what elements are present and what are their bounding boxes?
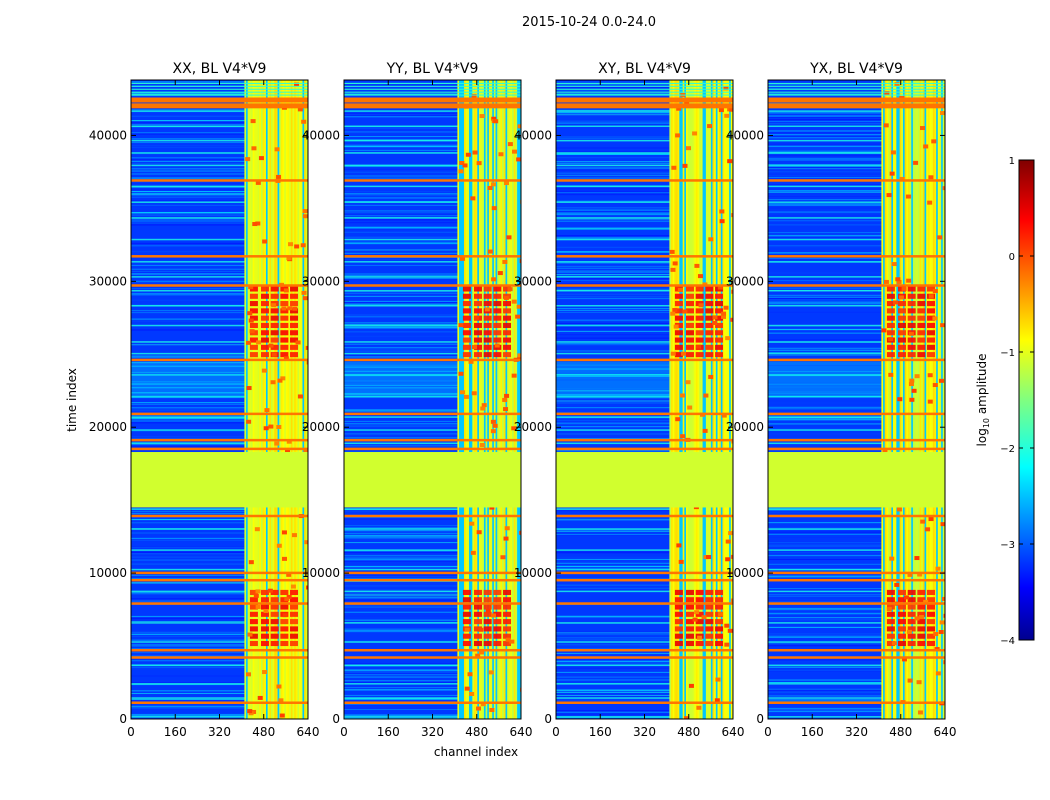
x-tick-label: 0 (764, 725, 772, 739)
y-tick-label: 20000 (726, 420, 764, 434)
heatmap-image (768, 80, 945, 719)
y-tick-label: 10000 (514, 566, 552, 580)
colorbar-tick-label: 0 (1009, 252, 1015, 263)
x-tick-label: 640 (297, 725, 320, 739)
y-tick-label: 20000 (514, 420, 552, 434)
y-tick-label: 40000 (89, 128, 127, 142)
y-tick-label: 30000 (89, 274, 127, 288)
panel-xx: XX, BL V4*V9 0 160 320 480 640 0 10000 20000 3000… (89, 61, 320, 739)
x-tick-label: 640 (722, 725, 745, 739)
x-tick-label: 320 (421, 725, 444, 739)
y-tick-label: 40000 (514, 128, 552, 142)
x-tick-label: 480 (677, 725, 700, 739)
x-tick-label: 320 (208, 725, 231, 739)
colorbar-tick-label: −3 (1000, 540, 1015, 551)
x-tick-label: 0 (340, 725, 348, 739)
y-tick-label: 20000 (302, 420, 340, 434)
y-tick-label: 0 (119, 712, 127, 726)
panel-xy: XY, BL V4*V9 0 160 320 480 640 0 10000 20000 3000… (514, 61, 745, 739)
y-tick-label: 10000 (302, 566, 340, 580)
heatmap-image (131, 80, 308, 719)
y-tick-label: 30000 (514, 274, 552, 288)
x-tick-label: 160 (377, 725, 400, 739)
y-axis-label: time index (65, 368, 79, 432)
panel-title: YY, BL V4*V9 (386, 61, 479, 77)
panel-yy: YY, BL V4*V9 0 160 320 480 640 0 10000 20000 3000… (302, 61, 533, 739)
colorbar-gradient (1018, 159, 1035, 641)
panel-title: XX, BL V4*V9 (173, 61, 267, 77)
colorbar-tick-label: 1 (1009, 156, 1015, 167)
y-tick-label: 40000 (302, 128, 340, 142)
x-tick-label: 480 (465, 725, 488, 739)
x-axis-label: channel index (434, 745, 518, 759)
x-tick-label: 480 (252, 725, 275, 739)
y-tick-label: 0 (332, 712, 340, 726)
panel-title: XY, BL V4*V9 (598, 61, 691, 77)
x-tick-label: 320 (845, 725, 868, 739)
y-tick-label: 0 (756, 712, 764, 726)
y-tick-label: 10000 (726, 566, 764, 580)
y-tick-label: 10000 (89, 566, 127, 580)
heatmap-panels: XX, BL V4*V9 0 160 320 480 640 0 10000 20000 3000… (89, 61, 957, 739)
y-tick-label: 40000 (726, 128, 764, 142)
x-tick-label: 640 (510, 725, 533, 739)
x-tick-label: 0 (127, 725, 135, 739)
colorbar-tick-label: −4 (1000, 636, 1015, 647)
x-tick-label: 640 (934, 725, 957, 739)
heatmap-image (556, 80, 733, 719)
y-tick-label: 20000 (89, 420, 127, 434)
colorbar-tick-label: −1 (1000, 348, 1015, 359)
x-tick-label: 160 (164, 725, 187, 739)
x-tick-label: 160 (801, 725, 824, 739)
x-tick-label: 480 (889, 725, 912, 739)
colorbar-label: log10 amplitude (975, 354, 991, 447)
x-tick-label: 320 (633, 725, 656, 739)
heatmap-image (344, 80, 521, 719)
panel-yx: YX, BL V4*V9 0 160 320 480 640 0 10000 20000 3000… (726, 61, 957, 739)
y-tick-label: 0 (544, 712, 552, 726)
y-tick-label: 30000 (302, 274, 340, 288)
panel-title: YX, BL V4*V9 (809, 61, 903, 77)
colorbar: −4 −3 −2 −1 0 1 log10 amplitude (975, 156, 1035, 647)
y-tick-label: 30000 (726, 274, 764, 288)
x-tick-label: 0 (552, 725, 560, 739)
figure-title: 2015-10-24 0.0-24.0 (522, 15, 656, 30)
colorbar-tick-label: −2 (1000, 444, 1015, 455)
x-tick-label: 160 (589, 725, 612, 739)
